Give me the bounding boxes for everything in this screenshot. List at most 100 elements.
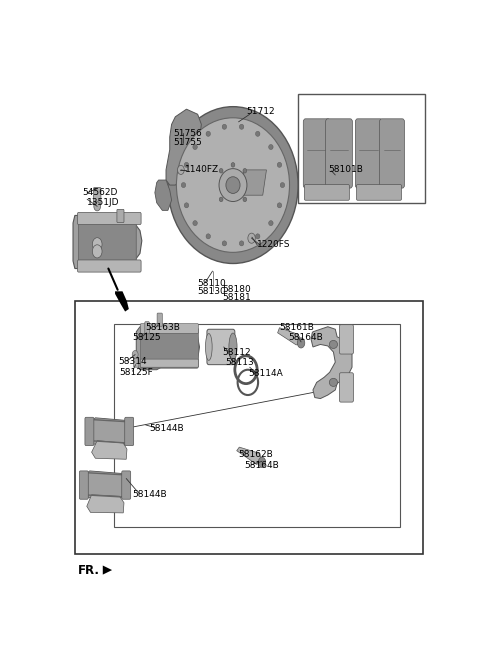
- Polygon shape: [240, 170, 266, 195]
- Text: 58130: 58130: [198, 287, 227, 296]
- Ellipse shape: [329, 378, 337, 386]
- Text: 58125F: 58125F: [120, 368, 153, 376]
- Text: 51712: 51712: [246, 107, 275, 116]
- Ellipse shape: [193, 221, 197, 225]
- Text: 1140FZ: 1140FZ: [185, 166, 219, 174]
- Ellipse shape: [193, 145, 197, 150]
- Polygon shape: [237, 447, 263, 464]
- Ellipse shape: [280, 183, 285, 188]
- Ellipse shape: [206, 234, 210, 239]
- FancyBboxPatch shape: [207, 329, 235, 365]
- Text: 58180: 58180: [222, 285, 251, 294]
- FancyBboxPatch shape: [79, 217, 136, 265]
- FancyBboxPatch shape: [79, 471, 88, 499]
- Ellipse shape: [255, 131, 260, 137]
- Polygon shape: [155, 180, 172, 210]
- Text: 58110: 58110: [198, 279, 227, 288]
- FancyBboxPatch shape: [117, 210, 124, 223]
- Text: 58113: 58113: [226, 357, 254, 367]
- Circle shape: [132, 350, 138, 359]
- Bar: [114, 324, 400, 526]
- Circle shape: [297, 338, 305, 348]
- FancyBboxPatch shape: [304, 185, 349, 200]
- Circle shape: [92, 238, 102, 251]
- Polygon shape: [311, 327, 352, 399]
- FancyBboxPatch shape: [140, 328, 198, 368]
- Ellipse shape: [206, 131, 210, 137]
- Bar: [75, 302, 423, 555]
- FancyBboxPatch shape: [145, 322, 149, 334]
- Ellipse shape: [205, 334, 212, 361]
- FancyBboxPatch shape: [380, 119, 405, 188]
- FancyBboxPatch shape: [325, 119, 352, 188]
- Polygon shape: [103, 566, 112, 575]
- FancyBboxPatch shape: [140, 324, 198, 333]
- FancyBboxPatch shape: [77, 260, 141, 272]
- Ellipse shape: [181, 183, 186, 188]
- FancyBboxPatch shape: [339, 325, 353, 354]
- Text: FR.: FR.: [78, 564, 100, 577]
- Text: 58114A: 58114A: [248, 369, 283, 378]
- Circle shape: [92, 245, 102, 258]
- Ellipse shape: [229, 333, 237, 361]
- Polygon shape: [88, 418, 129, 445]
- Ellipse shape: [219, 168, 223, 173]
- Ellipse shape: [243, 168, 247, 173]
- Ellipse shape: [219, 197, 223, 202]
- Polygon shape: [83, 471, 126, 499]
- Ellipse shape: [168, 106, 298, 263]
- FancyBboxPatch shape: [94, 188, 101, 205]
- Ellipse shape: [184, 203, 189, 208]
- Circle shape: [248, 233, 255, 243]
- Text: 58144B: 58144B: [149, 424, 184, 434]
- Polygon shape: [73, 215, 142, 269]
- Text: 58125: 58125: [132, 333, 161, 342]
- Ellipse shape: [269, 221, 273, 225]
- Ellipse shape: [255, 234, 260, 239]
- FancyBboxPatch shape: [140, 359, 198, 367]
- Ellipse shape: [277, 203, 282, 208]
- Text: 58112: 58112: [222, 348, 251, 357]
- Ellipse shape: [240, 124, 244, 129]
- FancyBboxPatch shape: [303, 119, 330, 188]
- Text: 58161B: 58161B: [279, 323, 314, 332]
- Ellipse shape: [269, 145, 273, 150]
- Text: 58314: 58314: [119, 357, 147, 366]
- Circle shape: [258, 457, 266, 467]
- Polygon shape: [166, 109, 202, 185]
- Text: 58163B: 58163B: [145, 323, 180, 332]
- Text: 58101B: 58101B: [328, 166, 363, 174]
- FancyBboxPatch shape: [122, 471, 131, 499]
- Ellipse shape: [219, 169, 247, 202]
- Polygon shape: [136, 327, 200, 370]
- Text: 1220FS: 1220FS: [257, 240, 291, 249]
- Circle shape: [178, 166, 184, 175]
- Ellipse shape: [184, 162, 189, 168]
- FancyBboxPatch shape: [339, 373, 353, 402]
- FancyBboxPatch shape: [125, 417, 133, 445]
- Ellipse shape: [222, 124, 227, 129]
- Text: 58162B: 58162B: [239, 449, 273, 459]
- Circle shape: [94, 202, 100, 211]
- Bar: [298, 94, 425, 203]
- Polygon shape: [277, 328, 302, 345]
- Polygon shape: [92, 441, 127, 459]
- Text: 51756: 51756: [173, 129, 202, 138]
- FancyBboxPatch shape: [77, 212, 141, 225]
- Text: 58181: 58181: [222, 293, 251, 302]
- FancyBboxPatch shape: [357, 185, 401, 200]
- FancyBboxPatch shape: [157, 313, 162, 327]
- Text: 51755: 51755: [173, 137, 202, 147]
- FancyBboxPatch shape: [133, 358, 139, 367]
- Text: 58144B: 58144B: [132, 490, 167, 499]
- Text: 58164B: 58164B: [244, 461, 279, 470]
- FancyBboxPatch shape: [355, 119, 382, 188]
- Ellipse shape: [226, 177, 240, 193]
- Text: 54562D: 54562D: [83, 188, 118, 197]
- Text: 1351JD: 1351JD: [87, 198, 120, 207]
- Ellipse shape: [243, 197, 247, 202]
- Ellipse shape: [231, 162, 235, 167]
- Ellipse shape: [329, 340, 337, 348]
- Ellipse shape: [177, 118, 289, 252]
- Text: 58164B: 58164B: [289, 333, 324, 342]
